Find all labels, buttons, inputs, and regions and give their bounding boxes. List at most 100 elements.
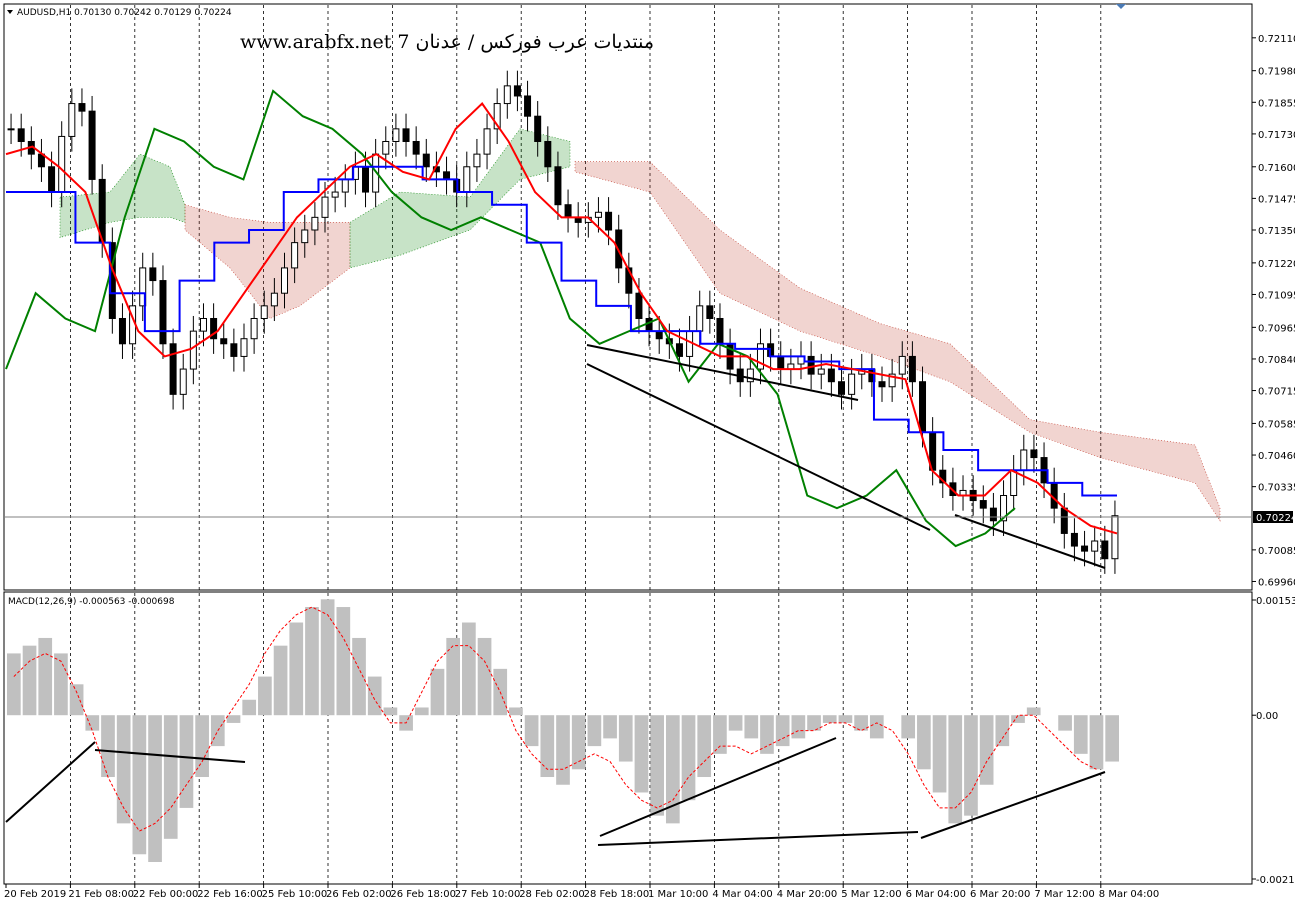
y-tick-label: 0.70715 — [1258, 387, 1295, 398]
candle-body — [412, 140, 420, 155]
chikou-line — [5, 89, 1016, 548]
macd-histogram-bar — [1011, 715, 1025, 723]
candle-body — [503, 85, 511, 105]
x-tick-label: 1 Mar 10:00 — [648, 889, 708, 900]
candle-body — [260, 305, 268, 319]
candle-body — [655, 330, 663, 340]
macd-histogram-bar — [1089, 715, 1104, 770]
candle-body — [635, 292, 643, 319]
scroll-marker-icon[interactable] — [1116, 4, 1126, 9]
macd-histogram-bar — [728, 715, 743, 731]
candle-body — [817, 368, 825, 375]
x-tick-label: 22 Feb 00:00 — [133, 889, 199, 900]
candle-body — [675, 343, 683, 357]
y-tick-label: 0.70335 — [1258, 483, 1295, 494]
macd-histogram-bar — [1026, 707, 1041, 716]
y-tick-label: 0.71855 — [1258, 98, 1295, 109]
macd-histogram-bar — [571, 715, 586, 770]
trend-lines — [5, 344, 1106, 846]
candle-body — [594, 211, 602, 218]
macd-histogram-bar — [775, 715, 790, 747]
candle-body — [807, 355, 815, 375]
macd-histogram-bar — [540, 715, 555, 778]
candle-body — [554, 166, 562, 206]
candle-body — [118, 317, 126, 345]
bull-cloud — [349, 128, 571, 269]
macd-panel — [7, 599, 1119, 863]
candle-body — [534, 115, 542, 142]
candle-body — [1081, 545, 1089, 552]
macd-histogram-bar — [54, 653, 68, 716]
macd-histogram-bar — [807, 715, 821, 731]
current-price-label: 0.70224 — [1256, 513, 1295, 524]
trend-line — [954, 514, 1106, 569]
candle-body — [220, 338, 228, 345]
candle-body — [149, 267, 157, 282]
candle-body — [1091, 540, 1099, 552]
candle-body — [544, 140, 552, 168]
candle-body — [392, 128, 400, 142]
macd-histogram-bar — [383, 707, 398, 716]
dropdown-triangle-icon[interactable] — [7, 10, 13, 14]
x-tick-label: 26 Feb 02:00 — [326, 889, 392, 900]
trend-line — [597, 831, 919, 846]
candle-body — [1010, 469, 1018, 496]
vertical-gridlines — [70, 5, 1102, 884]
candle-body — [827, 368, 835, 383]
macd-histogram-bar — [163, 715, 178, 839]
x-tick-label: 26 Feb 18:00 — [390, 889, 456, 900]
macd-histogram-bar — [838, 715, 853, 723]
candle-body — [382, 140, 390, 155]
macd-histogram-bar — [932, 715, 947, 793]
y-tick-label: 0.71475 — [1258, 194, 1295, 205]
macd-histogram-bar — [964, 715, 978, 816]
macd-histogram-bar — [917, 715, 931, 770]
macd-histogram-bar — [1073, 715, 1088, 754]
macd-histogram-bar — [305, 607, 319, 716]
candle-body — [888, 373, 896, 388]
macd-histogram-bar — [744, 715, 759, 739]
candle-body — [756, 343, 764, 370]
candle-body — [919, 381, 927, 433]
candle-body — [483, 128, 491, 155]
candle-body — [331, 191, 339, 198]
candle-body — [564, 204, 572, 218]
y-tick-label: 0.70585 — [1258, 419, 1295, 430]
macd-histogram-bar — [336, 607, 351, 716]
current-price-box — [1253, 511, 1293, 523]
candle-body — [1111, 515, 1119, 560]
macd-histogram-bar — [462, 622, 476, 716]
candle-body — [473, 153, 481, 168]
candle-body — [989, 507, 997, 522]
macd-histogram-bar — [101, 715, 115, 778]
candle-body — [746, 368, 754, 383]
trend-line — [94, 749, 246, 763]
bear-cloud — [574, 161, 1221, 522]
trend-line — [920, 771, 1106, 839]
x-tick-label: 4 Mar 20:00 — [777, 889, 837, 900]
candle-body — [281, 267, 288, 294]
candle-body — [848, 373, 856, 395]
candle-body — [797, 355, 805, 365]
candle-body — [139, 267, 147, 307]
macd-histogram-bar — [948, 715, 963, 824]
candle-body — [240, 338, 248, 357]
candle-body — [716, 317, 724, 345]
candle-body — [838, 381, 845, 395]
macd-histogram-bar — [634, 715, 649, 793]
macd-histogram-bar — [38, 637, 53, 716]
macd-histogram-bar — [446, 637, 461, 716]
ichimoku-lines — [5, 89, 1118, 548]
macd-histogram-bar — [22, 645, 37, 716]
macd-histogram-bar — [697, 715, 712, 778]
ichimoku-cloud — [59, 128, 1221, 522]
macd-histogram-bar — [509, 707, 523, 716]
x-tick-label: 7 Mar 12:00 — [1034, 889, 1094, 900]
kijun-line — [6, 165, 1117, 497]
macd-histogram-bar — [618, 715, 633, 762]
candle-body — [48, 166, 56, 193]
